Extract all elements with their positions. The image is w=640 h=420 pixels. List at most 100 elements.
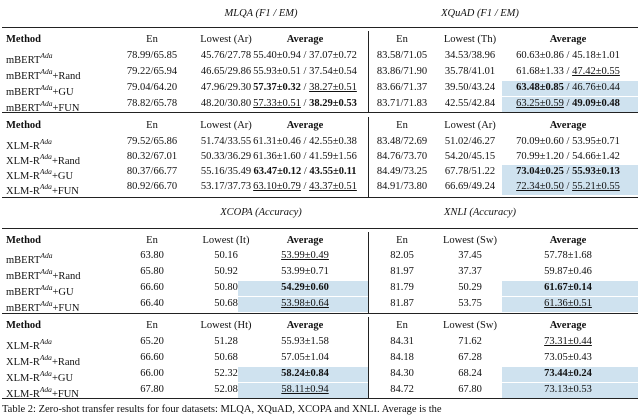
column-header: Average xyxy=(286,320,324,331)
rule xyxy=(2,27,638,28)
average-part: 55.93±0.13 xyxy=(572,166,620,177)
average-cell: 60.63±0.86 / 45.18±1.01 xyxy=(516,49,620,63)
cell: 81.97 xyxy=(390,266,414,277)
column-header: Average xyxy=(286,235,324,246)
method-suffix: +FUN xyxy=(52,103,80,114)
average-cell: 53.99±0.71 xyxy=(281,265,329,279)
average-part: 63.10±0.79 xyxy=(253,181,301,192)
method-name: mBERT xyxy=(6,255,41,266)
cell: 79.04/64.20 xyxy=(126,82,178,93)
cell: 81.79 xyxy=(390,282,414,293)
cell: 50.33/36.29 xyxy=(200,151,252,162)
average-cell: 63.25±0.59 / 49.09±0.48 xyxy=(516,97,620,111)
column-header: En xyxy=(396,320,408,331)
cell: 35.78/41.01 xyxy=(444,66,496,77)
cell: 50.68 xyxy=(214,298,238,309)
rule xyxy=(2,197,638,198)
column-header: Lowest (Ar) xyxy=(200,120,252,131)
method-sup: Ada xyxy=(39,353,52,362)
method-sup: Ada xyxy=(39,385,52,394)
column-header: Method xyxy=(6,34,41,45)
highlight xyxy=(238,297,368,312)
highlight xyxy=(502,180,638,195)
average-cell: 61.68±1.33 / 47.42±0.55 xyxy=(516,65,620,79)
column-divider xyxy=(368,117,369,197)
cell: 47.96/29.30 xyxy=(200,82,252,93)
average-part: 55.93±0.51 / 37.54±0.54 xyxy=(253,66,357,77)
average-cell: 73.05±0.43 xyxy=(544,351,592,365)
rule xyxy=(2,313,638,314)
cell: 66.69/49.24 xyxy=(444,181,496,192)
average-part: 63.48±0.85 xyxy=(516,82,564,93)
average-part: 72.34±0.50 xyxy=(516,181,564,192)
column-divider xyxy=(368,317,369,398)
cell: 84.31 xyxy=(390,336,414,347)
method-name: XLM-R xyxy=(6,389,40,400)
method-name: mBERT xyxy=(6,303,41,314)
cell: 54.20/45.15 xyxy=(444,151,496,162)
highlight xyxy=(502,281,638,296)
cell: 34.53/38.96 xyxy=(444,50,496,61)
column-divider xyxy=(368,232,369,313)
method-suffix: +Rand xyxy=(52,71,81,82)
average-cell: 55.93±0.51 / 37.54±0.54 xyxy=(253,65,357,79)
method-cell: XLM-RAda xyxy=(6,135,52,154)
method-suffix: +FUN xyxy=(51,389,79,400)
average-cell: 57.05±1.04 xyxy=(281,351,329,365)
average-cell: 73.04±0.25 / 55.93±0.13 xyxy=(516,165,620,179)
average-cell: 55.93±1.58 xyxy=(281,335,329,349)
highlight xyxy=(502,97,638,112)
cell: 82.05 xyxy=(390,250,414,261)
method-name: mBERT xyxy=(6,103,41,114)
method-suffix: +Rand xyxy=(51,357,81,368)
average-part: / xyxy=(300,181,310,192)
column-header: Lowest (Ar) xyxy=(444,120,496,131)
method-sup: Ada xyxy=(40,299,53,308)
cell: 83.71/71.83 xyxy=(376,98,428,109)
method-cell: XLM-RAda xyxy=(6,335,52,354)
average-part: 73.13±0.53 xyxy=(544,384,592,395)
average-part: 70.09±0.60 / 53.95±0.71 xyxy=(516,136,620,147)
cell: 83.58/71.05 xyxy=(376,50,428,61)
average-part: / xyxy=(300,82,310,93)
average-cell: 57.78±1.68 xyxy=(544,249,592,263)
average-part: 38.27±0.51 xyxy=(309,82,357,93)
section-title: XQuAD (F1 / EM) xyxy=(441,8,519,19)
cell: 50.29 xyxy=(458,282,482,293)
method-sup: Ada xyxy=(40,99,53,108)
rule xyxy=(2,112,638,113)
cell: 55.16/35.49 xyxy=(200,166,252,177)
method-suffix: +Rand xyxy=(52,271,81,282)
column-header: Average xyxy=(549,34,587,45)
method-cell: mBERTAda+GU xyxy=(6,281,74,300)
cell: 53.75 xyxy=(458,298,482,309)
average-cell: 57.33±0.51 / 38.29±0.53 xyxy=(253,97,357,111)
cell: 46.65/29.86 xyxy=(200,66,252,77)
cell: 83.48/72.69 xyxy=(376,136,428,147)
method-cell: mBERTAda+GU xyxy=(6,81,74,100)
cell: 83.86/71.90 xyxy=(376,66,428,77)
method-name: XLM-R xyxy=(6,156,40,167)
cell: 51.02/46.27 xyxy=(444,136,496,147)
average-part: 53.98±0.64 xyxy=(281,298,329,309)
method-name: XLM-R xyxy=(6,141,40,152)
method-cell: mBERTAda xyxy=(6,49,52,68)
method-name: XLM-R xyxy=(6,373,40,384)
cell: 81.87 xyxy=(390,298,414,309)
cell: 45.76/27.78 xyxy=(200,50,252,61)
method-name: mBERT xyxy=(6,287,41,298)
cell: 67.28 xyxy=(458,352,482,363)
average-part: 53.99±0.49 xyxy=(281,250,329,261)
average-part: 57.05±1.04 xyxy=(281,352,329,363)
average-cell: 58.11±0.94 xyxy=(281,383,328,397)
method-sup: Ada xyxy=(39,137,52,146)
average-part: 49.09±0.48 xyxy=(572,98,620,109)
average-part: 47.42±0.55 xyxy=(572,66,620,77)
method-cell: XLM-RAda+Rand xyxy=(6,351,80,370)
average-cell: 61.31±0.46 / 42.55±0.38 xyxy=(253,135,357,149)
average-part: 55.21±0.55 xyxy=(572,181,620,192)
cell: 84.30 xyxy=(390,368,414,379)
average-cell: 55.40±0.94 / 37.07±0.72 xyxy=(253,49,357,63)
average-part: / xyxy=(563,181,573,192)
column-header: Average xyxy=(286,34,324,45)
